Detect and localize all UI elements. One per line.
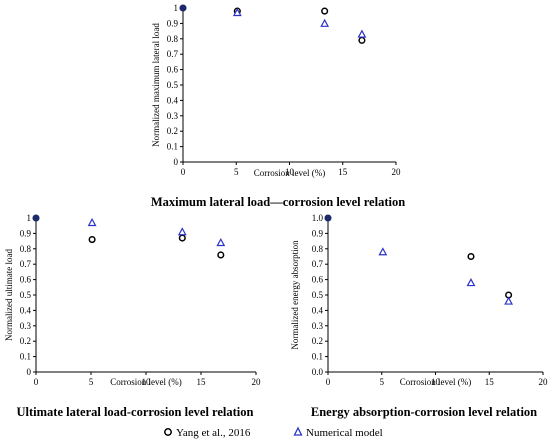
y-tick-label: 0.0 bbox=[312, 367, 324, 377]
x-tick-label: 20 bbox=[539, 377, 549, 387]
x-tick-label: 0 bbox=[326, 377, 331, 387]
x-tick-label: 5 bbox=[380, 377, 385, 387]
chart-caption: Maximum lateral load—corrosion level rel… bbox=[151, 195, 405, 209]
x-tick-label: 0 bbox=[181, 167, 186, 177]
data-point-yang bbox=[321, 7, 329, 15]
y-tick-label: 0.1 bbox=[312, 352, 323, 362]
x-tick-label: 20 bbox=[252, 377, 262, 387]
y-tick-label: 0.6 bbox=[167, 65, 179, 75]
data-point-numerical bbox=[466, 278, 476, 287]
y-tick-label: 0.6 bbox=[20, 275, 32, 285]
y-tick-label: 0.9 bbox=[312, 228, 324, 238]
y-tick-label: 0.5 bbox=[167, 80, 179, 90]
data-point-numerical bbox=[504, 296, 514, 305]
data-point-numerical bbox=[320, 18, 330, 27]
data-point-yang bbox=[358, 36, 366, 44]
y-tick-label: 0.4 bbox=[312, 305, 324, 315]
legend-triangle-marker bbox=[293, 426, 303, 436]
data-point-numerical bbox=[216, 237, 226, 247]
data-point-numerical bbox=[378, 247, 388, 256]
y-tick-label: 0.6 bbox=[312, 275, 324, 285]
y-tick-label: 0.4 bbox=[20, 305, 32, 315]
y-tick-label: 0.7 bbox=[312, 259, 324, 269]
x-tick-label: 10 bbox=[431, 377, 441, 387]
chart-ultimate-lateral-load: 00.10.20.30.40.50.60.70.80.910 5 10 15 20Cor… bbox=[4, 213, 261, 419]
y-tick-label: 0.3 bbox=[20, 321, 32, 331]
chart-caption: Energy absorption-corrosion level relati… bbox=[311, 405, 537, 419]
data-point-numerical bbox=[232, 7, 242, 17]
y-tick-label: 0 bbox=[27, 367, 32, 377]
legend: Yang et al., 2016 Numerical model bbox=[164, 426, 383, 439]
y-tick-label: 0.1 bbox=[167, 142, 178, 152]
y-tick-label: 0.5 bbox=[312, 290, 324, 300]
chart-max-lateral-load: 00.10.20.30.40.50.60.70.80.910 5 10 15 20Cor… bbox=[151, 3, 405, 209]
data-point-yang bbox=[32, 214, 40, 222]
legend-label-numerical: Numerical model bbox=[306, 427, 383, 439]
data-point-yang bbox=[179, 4, 187, 12]
data-point-numerical bbox=[357, 29, 367, 38]
x-tick-label: 15 bbox=[338, 167, 348, 177]
x-axis-label: Corrosion level (%) bbox=[110, 377, 181, 387]
data-point-yang bbox=[324, 214, 332, 222]
y-tick-label: 1 bbox=[27, 213, 32, 223]
y-tick-label: 0.2 bbox=[20, 336, 31, 346]
y-axis-label: Normalized ultimate load bbox=[4, 249, 14, 341]
data-point-yang bbox=[217, 251, 225, 259]
data-point-yang bbox=[178, 234, 186, 242]
y-tick-label: 0.1 bbox=[20, 352, 31, 362]
legend-label-yang: Yang et al., 2016 bbox=[176, 427, 251, 439]
y-tick-label: 1 bbox=[174, 3, 179, 13]
x-tick-label: 15 bbox=[197, 377, 207, 387]
chart-energy-absorption: 0.0 0.1 0.2 0.3 0.4 0.5 0.6 0.7 0.8 0.9 1.0 0 5 10 15 2… bbox=[290, 213, 548, 419]
data-point-numerical bbox=[177, 227, 187, 236]
x-axis-label: Corrosion level (%) bbox=[400, 377, 471, 387]
legend-circle-marker bbox=[164, 428, 172, 436]
x-axis-label: Corrosion level (%) bbox=[254, 168, 325, 178]
chart-caption: Ultimate lateral load-corrosion level re… bbox=[17, 405, 254, 419]
y-tick-label: 0.2 bbox=[167, 126, 178, 136]
x-tick-label: 15 bbox=[485, 377, 495, 387]
y-tick-label: 0.5 bbox=[20, 290, 32, 300]
y-axis-label: Normalized maximum lateral load bbox=[151, 23, 161, 147]
y-tick-label: 0.4 bbox=[167, 95, 179, 105]
x-tick-label: 10 bbox=[142, 377, 152, 387]
x-tick-label: 20 bbox=[392, 167, 402, 177]
y-tick-label: 1.0 bbox=[312, 213, 324, 223]
data-point-yang bbox=[88, 236, 96, 244]
y-tick-label: 0.8 bbox=[312, 244, 324, 254]
y-tick-label: 0.3 bbox=[312, 321, 324, 331]
y-axis-label: Normalized energy absorption bbox=[290, 240, 300, 350]
data-point-yang bbox=[467, 252, 475, 261]
x-tick-label: 10 bbox=[285, 167, 295, 177]
y-tick-label: 0 bbox=[174, 157, 179, 167]
x-tick-label: 5 bbox=[234, 167, 239, 177]
data-point-numerical bbox=[87, 217, 97, 227]
y-tick-label: 0.3 bbox=[167, 111, 179, 121]
y-tick-label: 0.9 bbox=[20, 228, 32, 238]
x-tick-label: 0 bbox=[34, 377, 39, 387]
y-tick-label: 0.7 bbox=[167, 49, 179, 59]
y-tick-label: 0.9 bbox=[167, 18, 179, 28]
y-tick-label: 0.8 bbox=[167, 34, 179, 44]
y-tick-label: 0.8 bbox=[20, 244, 32, 254]
y-tick-label: 0.2 bbox=[312, 336, 323, 346]
y-tick-label: 0.7 bbox=[20, 259, 32, 269]
x-tick-label: 5 bbox=[89, 377, 94, 387]
